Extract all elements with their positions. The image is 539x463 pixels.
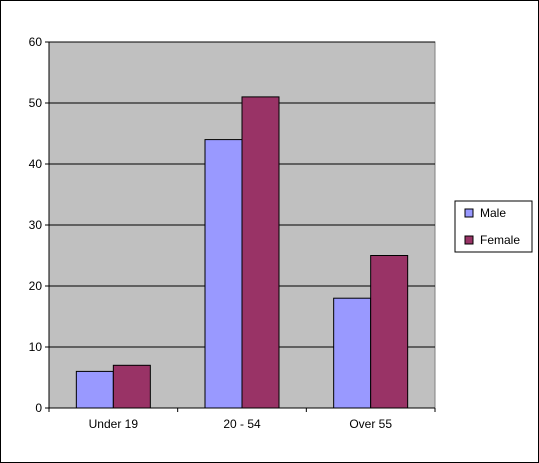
legend-swatch-male xyxy=(464,208,474,218)
y-tick-label: 50 xyxy=(29,96,43,110)
bar-male-1 xyxy=(204,139,243,409)
bar-female-2 xyxy=(370,255,409,409)
x-axis-ticks: Under 19 20 - 54 Over 55 xyxy=(48,408,436,431)
bars xyxy=(75,96,409,409)
bar-male-2 xyxy=(333,297,372,409)
x-tick-label: Under 19 xyxy=(89,417,139,431)
x-tick-label: Over 55 xyxy=(349,417,392,431)
y-tick-label: 20 xyxy=(29,279,43,293)
y-tick-label: 10 xyxy=(29,340,43,354)
y-axis-ticks: 0 10 20 30 40 50 60 xyxy=(29,35,49,415)
y-tick-label: 30 xyxy=(29,218,43,232)
legend-swatch-female xyxy=(464,235,474,245)
legend: Male Female xyxy=(454,200,533,253)
y-tick-label: 0 xyxy=(35,401,42,415)
y-tick-label: 60 xyxy=(29,35,43,49)
bar-male-0 xyxy=(75,370,114,409)
bar-female-1 xyxy=(241,96,280,409)
y-tick-label: 40 xyxy=(29,157,43,171)
x-tick-label: 20 - 54 xyxy=(223,417,261,431)
legend-label-male: Male xyxy=(480,206,506,220)
bar-female-0 xyxy=(112,364,151,409)
legend-label-female: Female xyxy=(480,233,520,247)
